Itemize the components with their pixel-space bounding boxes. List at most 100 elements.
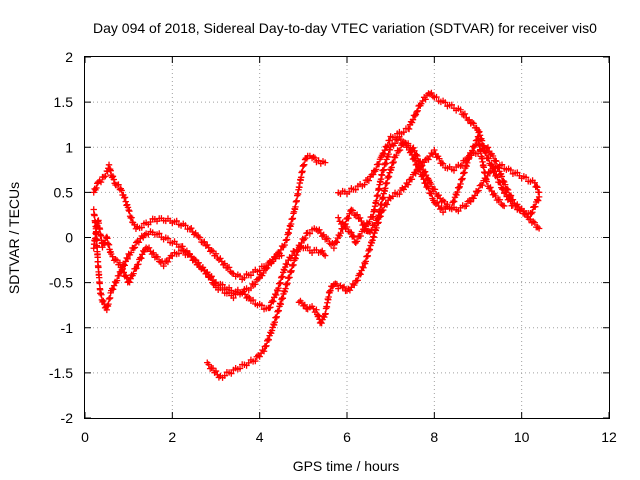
data-point	[496, 196, 504, 203]
data-point	[453, 191, 460, 199]
data-point	[278, 252, 285, 259]
data-point	[337, 229, 344, 237]
data-point	[156, 230, 163, 237]
data-point	[411, 147, 418, 155]
grid	[85, 57, 609, 418]
data-point	[351, 281, 358, 289]
data-point	[534, 197, 542, 204]
data-point	[205, 361, 212, 368]
data-point	[511, 202, 519, 209]
data-point	[490, 168, 497, 176]
data-point	[93, 184, 100, 192]
data-point	[484, 144, 492, 151]
data-point	[196, 234, 204, 241]
data-point	[96, 177, 103, 185]
data-point	[252, 281, 259, 288]
data-point	[376, 214, 383, 221]
data-point	[535, 225, 543, 232]
data-point	[267, 304, 274, 311]
data-point	[501, 181, 509, 188]
data-point	[491, 167, 498, 175]
data-point	[416, 166, 423, 173]
data-point	[208, 273, 215, 280]
data-point	[439, 160, 447, 167]
y-tick-label: 1.5	[54, 94, 74, 110]
data-point	[497, 179, 504, 186]
data-point	[438, 159, 446, 167]
data-point	[125, 206, 132, 214]
data-point	[163, 257, 170, 265]
data-point	[118, 268, 126, 275]
data-point	[289, 262, 296, 269]
data-point	[428, 89, 435, 97]
data-point	[262, 343, 269, 350]
data-point	[147, 218, 154, 226]
data-point	[236, 365, 244, 372]
data-point	[374, 220, 382, 227]
data-point	[456, 183, 463, 191]
data-point	[201, 238, 208, 245]
data-point	[442, 99, 449, 106]
data-point	[411, 112, 419, 119]
data-point	[327, 241, 335, 248]
data-point	[127, 249, 135, 256]
data-point	[454, 188, 461, 196]
data-point	[373, 224, 380, 232]
data-point	[208, 247, 215, 254]
data-point	[393, 151, 400, 159]
data-point	[507, 166, 514, 174]
data-point	[301, 301, 308, 309]
data-point	[413, 160, 421, 168]
data-point	[228, 370, 235, 377]
data-point	[431, 186, 439, 193]
data-point	[378, 207, 386, 215]
data-point	[277, 274, 285, 281]
data-point	[377, 213, 384, 220]
data-point	[485, 155, 492, 162]
y-axis-title: SDTVAR / TECUs	[6, 182, 22, 294]
data-point	[361, 181, 368, 188]
data-point	[514, 169, 521, 176]
data-point	[400, 129, 407, 136]
data-point	[281, 241, 288, 249]
y-tick-label: -1.5	[49, 365, 73, 381]
data-point	[160, 262, 167, 270]
data-point	[388, 164, 395, 171]
data-point	[428, 180, 435, 188]
data-point	[362, 258, 370, 265]
data-point	[285, 275, 292, 282]
data-point	[283, 261, 291, 268]
data-point	[175, 250, 183, 257]
data-point	[457, 180, 464, 188]
data-point	[272, 291, 280, 299]
data-point	[345, 188, 353, 196]
y-tick-label: -0.5	[49, 275, 73, 291]
data-point	[391, 140, 399, 147]
data-point	[277, 301, 285, 308]
data-point	[164, 258, 172, 266]
data-point	[493, 158, 500, 165]
data-point	[101, 239, 109, 246]
data-point	[366, 218, 373, 226]
data-point	[460, 111, 467, 118]
data-point	[246, 294, 253, 302]
data-point	[534, 223, 541, 231]
data-point	[124, 255, 131, 263]
data-point	[258, 302, 266, 309]
data-point	[408, 119, 416, 126]
data-point	[357, 232, 364, 240]
data-point	[330, 244, 338, 252]
data-point	[260, 348, 268, 355]
data-point	[134, 238, 141, 245]
data-point	[298, 239, 305, 247]
data-point	[249, 296, 257, 304]
data-point	[395, 147, 402, 155]
data-point	[533, 183, 540, 190]
data-point	[382, 160, 390, 167]
data-point	[179, 243, 186, 250]
data-point	[293, 251, 300, 259]
data-point	[122, 198, 129, 205]
data-point	[271, 253, 278, 261]
data-point	[263, 342, 270, 349]
data-point	[461, 110, 469, 118]
